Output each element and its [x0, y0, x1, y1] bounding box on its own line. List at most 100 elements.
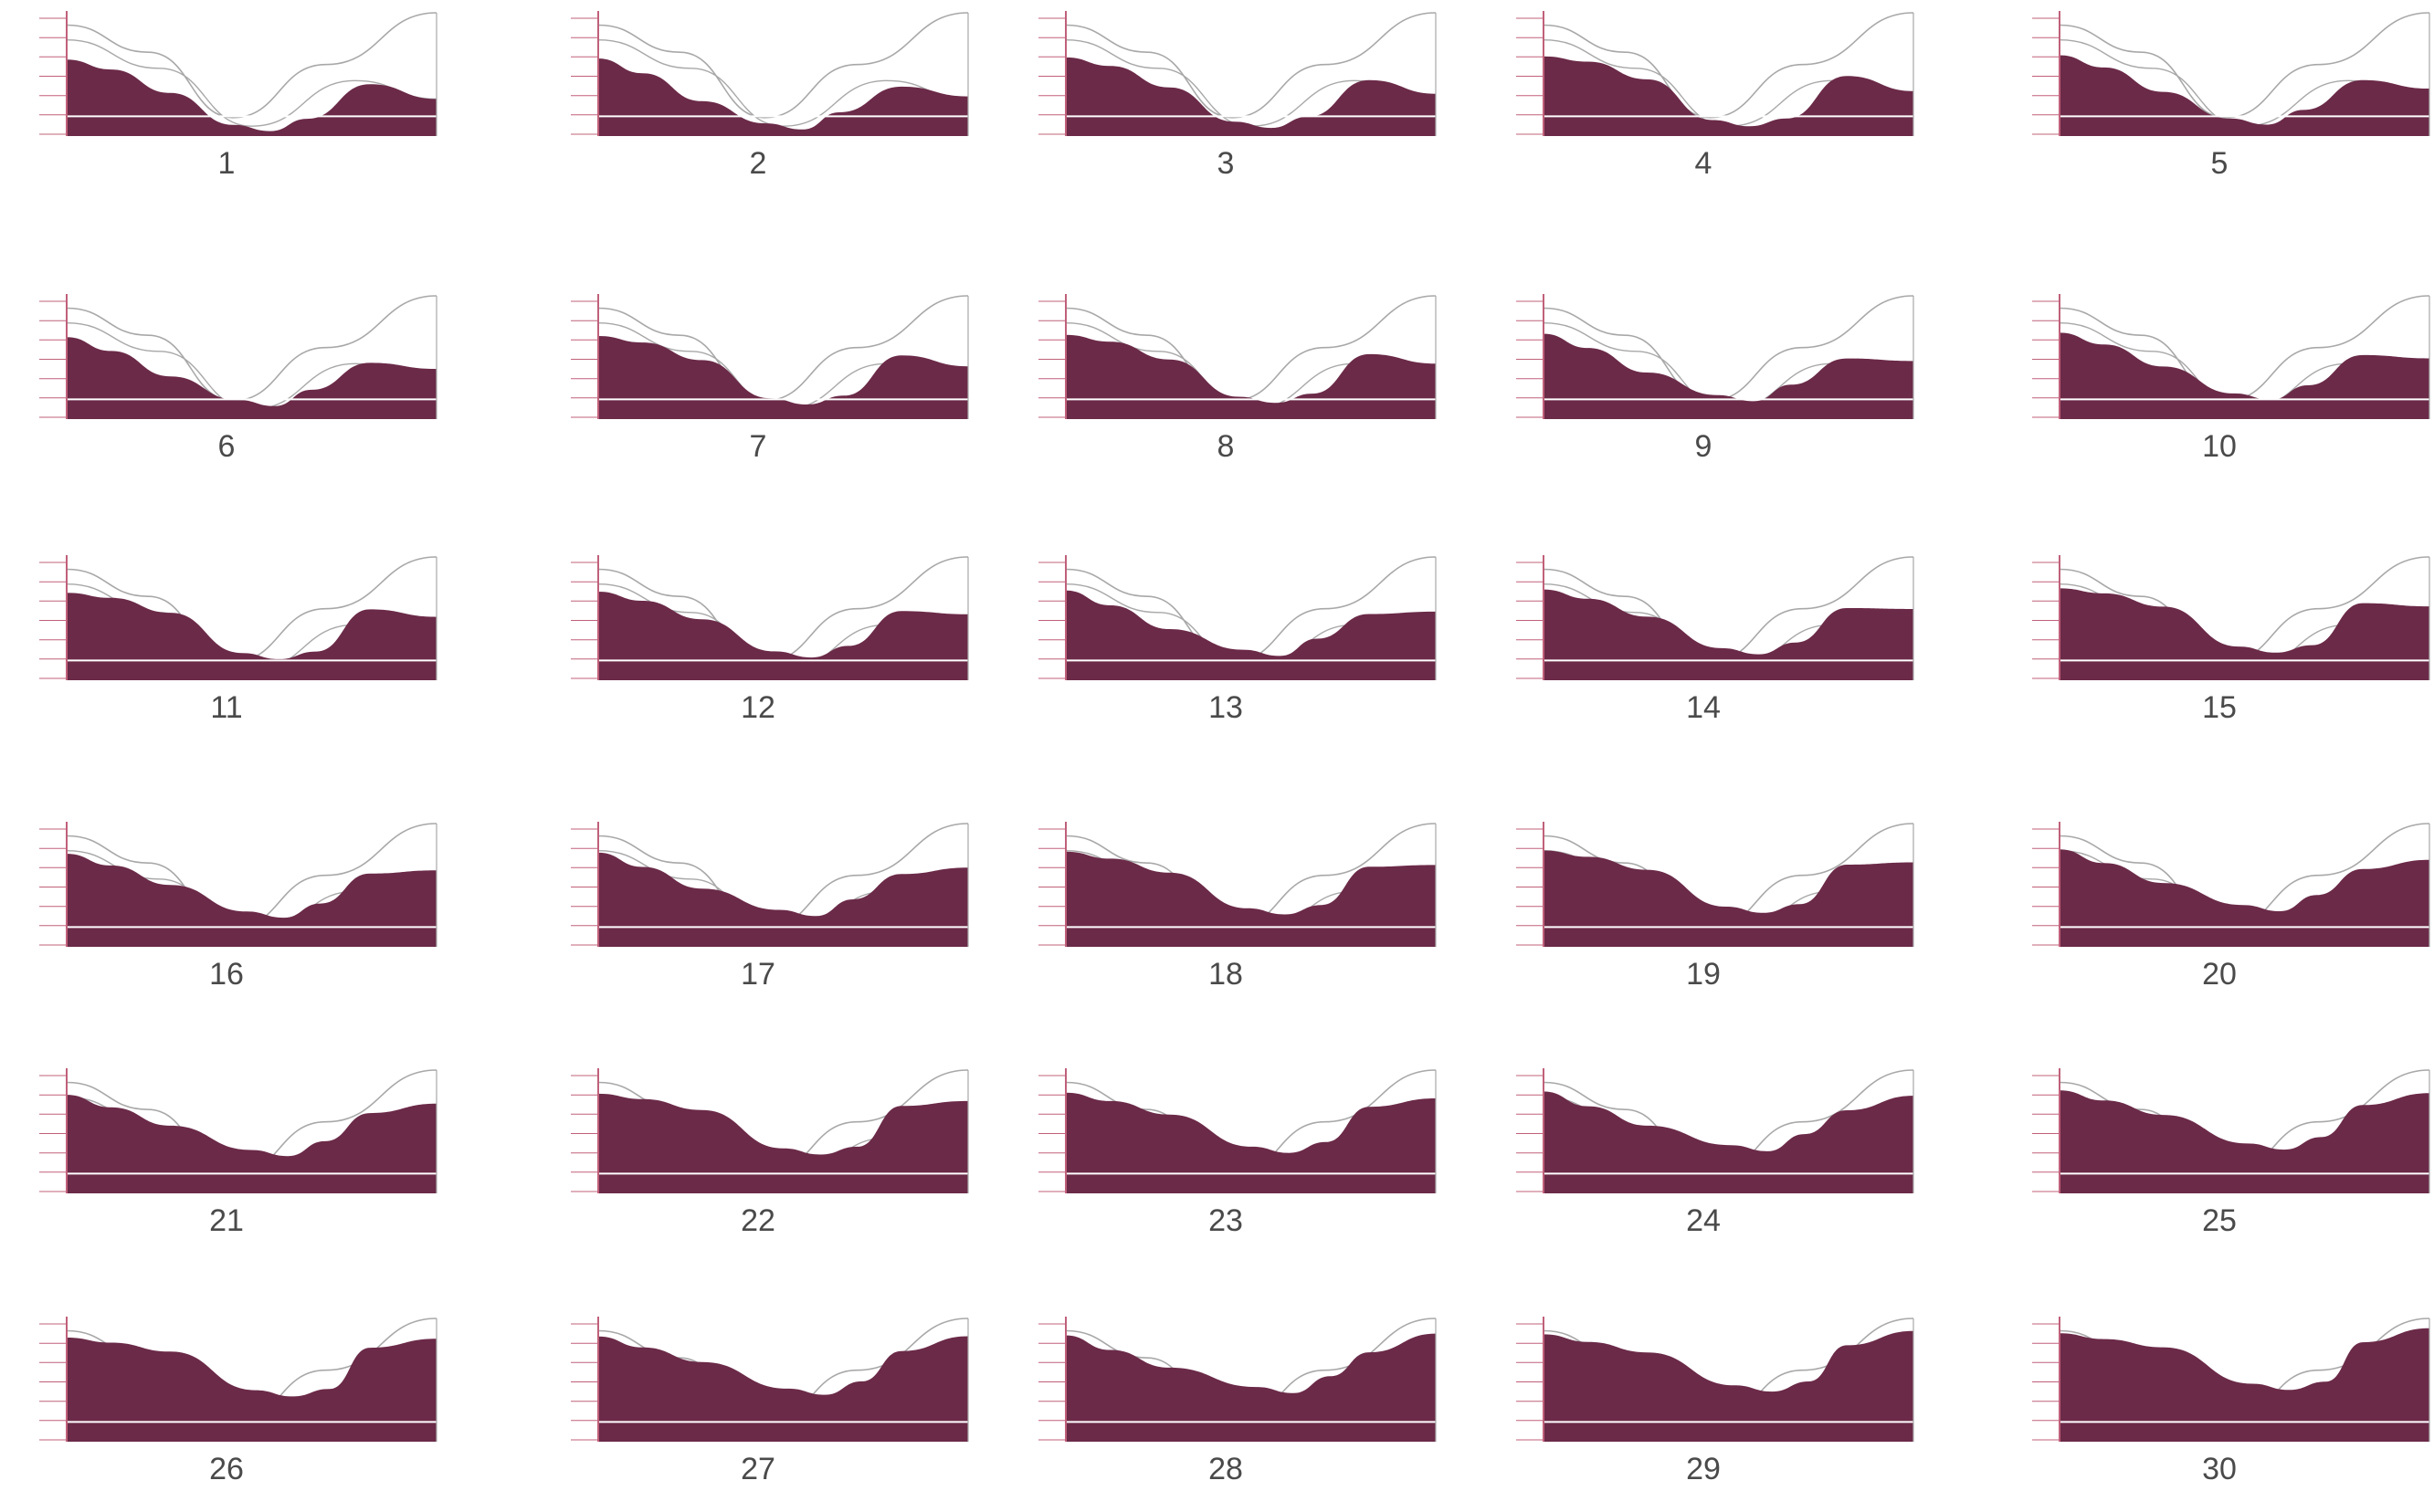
profile-panel: 19 — [1493, 822, 1914, 998]
profile-fill — [2060, 332, 2429, 419]
panel-number: 17 — [741, 957, 775, 992]
profile-panel: 1 — [16, 11, 437, 187]
profile-chart — [1516, 822, 1914, 947]
panel-number: 10 — [2202, 429, 2237, 464]
profile-chart — [2032, 294, 2430, 419]
panel-number: 24 — [1686, 1203, 1721, 1238]
profile-fill — [1066, 1092, 1436, 1193]
profile-fill — [598, 852, 968, 947]
panel-number: 15 — [2202, 690, 2237, 725]
profile-fill — [2060, 55, 2429, 136]
panel-number: 7 — [749, 429, 767, 464]
profile-panel: 11 — [16, 555, 437, 731]
profile-fill — [2060, 849, 2429, 947]
profile-panel: 20 — [2009, 822, 2430, 998]
profile-chart — [39, 1068, 437, 1193]
panel-number: 22 — [741, 1203, 775, 1238]
panel-number: 28 — [1208, 1452, 1243, 1486]
panel-number: 11 — [210, 690, 243, 725]
profile-chart — [1038, 822, 1437, 947]
panel-number: 6 — [217, 429, 236, 464]
profile-fill — [67, 1095, 437, 1193]
profile-panel: 22 — [548, 1068, 969, 1244]
profile-fill — [1544, 850, 1913, 947]
profile-panel: 7 — [548, 294, 969, 470]
panel-number: 21 — [209, 1203, 244, 1238]
profile-panel: 17 — [548, 822, 969, 998]
panel-number: 2 — [749, 146, 767, 181]
panel-number: 16 — [209, 957, 244, 992]
profile-fill — [1544, 1330, 1913, 1442]
profile-fill — [2060, 1090, 2429, 1193]
profile-panel: 15 — [2009, 555, 2430, 731]
profile-chart — [2032, 822, 2430, 947]
profile-chart — [1038, 11, 1437, 136]
profile-chart — [1038, 1317, 1437, 1442]
profile-panel: 5 — [2009, 11, 2430, 187]
profile-fill — [67, 1338, 437, 1442]
profile-fill — [67, 593, 437, 680]
panel-number: 5 — [2210, 146, 2229, 181]
profile-chart — [1516, 294, 1914, 419]
profile-chart — [571, 1317, 969, 1442]
profile-chart — [1038, 555, 1437, 680]
profile-panel: 16 — [16, 822, 437, 998]
profile-panel: 2 — [548, 11, 969, 187]
profile-chart — [1516, 1068, 1914, 1193]
profile-chart — [2032, 1317, 2430, 1442]
profile-fill — [2060, 1328, 2429, 1442]
profile-chart — [2032, 555, 2430, 680]
panel-number: 26 — [209, 1452, 244, 1486]
panel-number: 23 — [1208, 1203, 1243, 1238]
panel-number: 18 — [1208, 957, 1243, 992]
profile-chart — [1516, 555, 1914, 680]
profile-panel: 30 — [2009, 1317, 2430, 1493]
profile-chart — [1038, 1068, 1437, 1193]
profile-fill — [1544, 333, 1913, 419]
profile-panel: 13 — [1016, 555, 1437, 731]
panel-number: 3 — [1217, 146, 1235, 181]
profile-fill — [1066, 851, 1436, 947]
panel-number: 30 — [2202, 1452, 2237, 1486]
profile-panel: 25 — [2009, 1068, 2430, 1244]
profile-chart — [39, 555, 437, 680]
profile-fill — [67, 854, 437, 947]
profile-fill — [598, 336, 968, 419]
panel-number: 20 — [2202, 957, 2237, 992]
profile-panel: 21 — [16, 1068, 437, 1244]
profile-panel: 26 — [16, 1317, 437, 1493]
panel-number: 27 — [741, 1452, 775, 1486]
profile-chart — [39, 11, 437, 136]
profile-fill — [598, 58, 968, 136]
profile-fill — [598, 1093, 968, 1193]
profile-chart — [1038, 294, 1437, 419]
profile-chart — [571, 555, 969, 680]
panel-number: 8 — [1217, 429, 1235, 464]
profile-fill — [1066, 334, 1436, 419]
panel-number: 13 — [1208, 690, 1243, 725]
profile-panel: 12 — [548, 555, 969, 731]
profile-fill — [67, 337, 437, 419]
profile-panel: 23 — [1016, 1068, 1437, 1244]
panel-number: 1 — [217, 146, 236, 181]
profile-panel: 9 — [1493, 294, 1914, 470]
profile-fill — [1066, 1333, 1436, 1442]
profile-fill — [598, 1336, 968, 1442]
profile-panel: 24 — [1493, 1068, 1914, 1244]
profile-chart — [571, 1068, 969, 1193]
profile-panel: 29 — [1493, 1317, 1914, 1493]
profile-fill — [1544, 589, 1913, 680]
panel-number: 25 — [2202, 1203, 2237, 1238]
profile-panel: 28 — [1016, 1317, 1437, 1493]
profile-fill — [2060, 588, 2429, 680]
profile-chart — [2032, 11, 2430, 136]
panel-number: 4 — [1694, 146, 1712, 181]
panel-number: 14 — [1686, 690, 1721, 725]
profile-panel: 6 — [16, 294, 437, 470]
profile-fill — [1066, 590, 1436, 680]
profile-chart — [39, 822, 437, 947]
profile-panel: 4 — [1493, 11, 1914, 187]
profile-fill — [1066, 57, 1436, 136]
profile-chart — [571, 11, 969, 136]
panel-number: 12 — [741, 690, 775, 725]
